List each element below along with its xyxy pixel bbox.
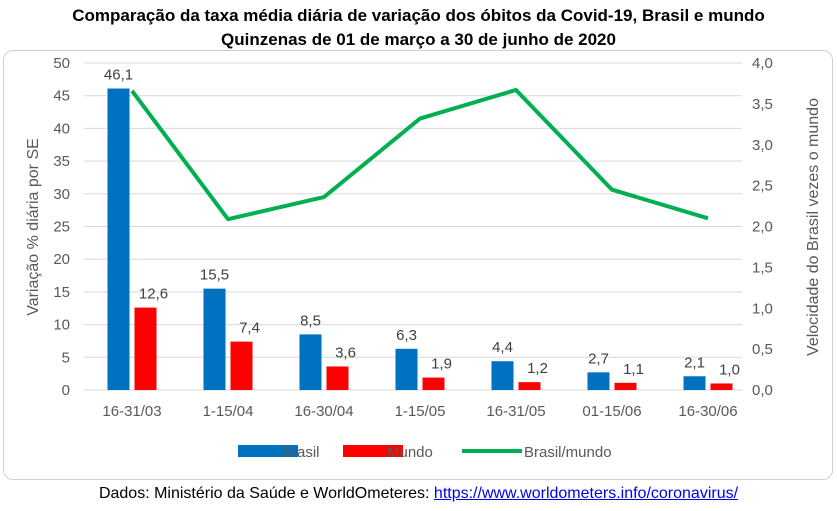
legend-label: Brasil — [282, 444, 320, 461]
y-tick-label: 50 — [53, 55, 70, 72]
data-label: 15,5 — [200, 267, 229, 284]
bar-brasil — [299, 334, 322, 390]
y2-tick-label: 3,0 — [752, 137, 773, 154]
legend-swatch — [343, 445, 403, 457]
data-label: 1,1 — [623, 361, 644, 378]
data-label: 4,4 — [492, 339, 513, 356]
bar-mundo — [518, 382, 541, 390]
bar-mundo — [230, 341, 253, 390]
y2-tick-label: 1,0 — [752, 300, 773, 317]
x-tick-label: 01-15/06 — [582, 403, 641, 420]
data-label: 8,5 — [300, 312, 321, 329]
bar-brasil — [395, 348, 418, 390]
bar-mundo — [134, 307, 157, 390]
data-label: 12,6 — [139, 286, 168, 303]
y-tick-label: 10 — [53, 317, 70, 334]
bar-brasil — [491, 361, 514, 390]
data-label: 1,0 — [719, 361, 740, 378]
y-tick-label: 45 — [53, 88, 70, 105]
y2-tick-label: 0,5 — [752, 341, 773, 358]
bar-brasil — [683, 376, 706, 390]
x-tick-label: 16-30/04 — [294, 403, 353, 420]
data-label: 46,1 — [104, 67, 133, 84]
source-link[interactable]: https://www.worldometers.info/coronaviru… — [433, 485, 739, 502]
data-label: 2,1 — [684, 354, 705, 371]
chart-title: Comparação da taxa média diária de varia… — [72, 6, 765, 25]
y2-tick-label: 0,0 — [752, 382, 773, 399]
bar-mundo — [326, 366, 349, 390]
legend-swatch — [238, 445, 298, 457]
y-tick-label: 40 — [53, 120, 70, 137]
y2-tick-label: 1,5 — [752, 259, 773, 276]
y-tick-label: 35 — [53, 153, 70, 170]
data-label: 6,3 — [396, 327, 417, 344]
source-note: Dados: Ministério da Saúde e WorldOmeter… — [0, 485, 837, 503]
data-label: 7,4 — [239, 320, 260, 337]
bar-mundo — [614, 382, 637, 390]
y2-tick-label: 4,0 — [752, 55, 773, 72]
data-label: 3,6 — [335, 344, 356, 361]
chart-frame — [3, 50, 833, 480]
data-label: 2,7 — [588, 350, 609, 367]
data-label: 1,9 — [431, 356, 452, 373]
y2-axis-label: Velocidade do Brasil vezes o mundo — [805, 98, 822, 356]
legend-label: Mundo — [387, 444, 433, 461]
chart-subtitle: Quinzenas de 01 de março a 30 de junho d… — [221, 30, 616, 49]
y-tick-label: 30 — [53, 186, 70, 203]
bar-brasil — [203, 288, 226, 390]
y-tick-label: 0 — [62, 382, 70, 399]
y2-tick-label: 3,5 — [752, 96, 773, 113]
bar-brasil — [107, 88, 130, 391]
y-tick-label: 25 — [53, 219, 70, 236]
y-tick-label: 15 — [53, 284, 70, 301]
bar-mundo — [710, 383, 733, 390]
x-tick-label: 16-31/03 — [102, 403, 161, 420]
y2-tick-label: 2,5 — [752, 178, 773, 195]
source-text: Dados: Ministério da Saúde e WorldOmeter… — [98, 485, 434, 502]
bar-mundo — [422, 377, 445, 390]
bar-brasil — [587, 372, 610, 390]
line-brasil-mundo — [130, 87, 709, 222]
x-tick-label: 16-31/05 — [486, 403, 545, 420]
y-axis-label: Variação % diária por SE — [25, 138, 42, 316]
legend-label: Brasil/mundo — [524, 444, 612, 461]
y-tick-label: 20 — [53, 251, 70, 268]
y-tick-label: 5 — [62, 349, 70, 366]
data-label: 1,2 — [527, 360, 548, 377]
x-tick-label: 1-15/04 — [203, 403, 254, 420]
y2-tick-label: 2,0 — [752, 219, 773, 236]
x-tick-label: 1-15/05 — [395, 403, 446, 420]
x-tick-label: 16-30/06 — [678, 403, 737, 420]
